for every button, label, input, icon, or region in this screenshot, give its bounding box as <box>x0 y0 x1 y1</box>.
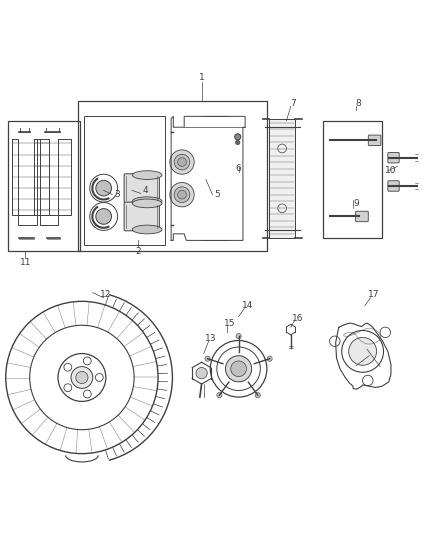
Circle shape <box>349 337 377 365</box>
Ellipse shape <box>132 171 162 180</box>
Circle shape <box>174 154 190 170</box>
Text: 14: 14 <box>242 301 253 310</box>
Ellipse shape <box>132 199 162 208</box>
Ellipse shape <box>132 197 162 206</box>
Text: 2: 2 <box>136 247 141 256</box>
Circle shape <box>236 334 241 339</box>
Text: 4: 4 <box>142 186 148 195</box>
Circle shape <box>196 367 207 379</box>
Circle shape <box>76 372 88 384</box>
Bar <box>78 101 267 251</box>
Circle shape <box>217 393 222 398</box>
Text: 1: 1 <box>199 72 205 82</box>
Circle shape <box>71 367 93 389</box>
Text: 12: 12 <box>100 290 112 300</box>
Circle shape <box>178 158 186 166</box>
Circle shape <box>231 361 247 377</box>
Circle shape <box>96 208 112 224</box>
Text: 15: 15 <box>224 319 236 328</box>
Text: 3: 3 <box>114 190 120 199</box>
Text: 9: 9 <box>353 199 359 208</box>
Text: 13: 13 <box>205 334 216 343</box>
FancyBboxPatch shape <box>388 181 399 191</box>
Text: 11: 11 <box>20 257 31 266</box>
Circle shape <box>235 134 241 140</box>
Text: 7: 7 <box>290 99 296 108</box>
Text: 10: 10 <box>385 166 397 175</box>
Bar <box>8 120 80 251</box>
Bar <box>269 118 295 238</box>
Ellipse shape <box>132 225 162 234</box>
Circle shape <box>174 187 190 203</box>
Text: 5: 5 <box>214 190 220 199</box>
FancyBboxPatch shape <box>388 152 399 163</box>
Text: 6: 6 <box>236 164 241 173</box>
FancyBboxPatch shape <box>124 174 159 203</box>
FancyBboxPatch shape <box>124 202 159 231</box>
Circle shape <box>267 356 272 361</box>
Circle shape <box>226 356 252 382</box>
FancyBboxPatch shape <box>356 211 368 222</box>
Circle shape <box>170 182 194 207</box>
FancyBboxPatch shape <box>368 135 381 146</box>
Bar <box>84 116 165 245</box>
Circle shape <box>178 190 186 199</box>
Text: 16: 16 <box>292 314 303 323</box>
Text: 17: 17 <box>368 290 379 300</box>
Circle shape <box>170 150 194 174</box>
Circle shape <box>255 393 260 398</box>
Circle shape <box>205 356 210 361</box>
Bar <box>323 120 382 238</box>
Circle shape <box>96 180 112 196</box>
Text: 8: 8 <box>355 99 361 108</box>
Circle shape <box>236 140 240 144</box>
